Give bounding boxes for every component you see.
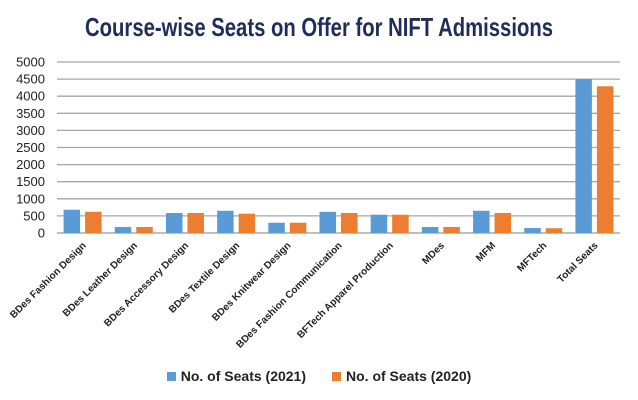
x-tick-label: BDes Fashion Communication: [234, 240, 344, 350]
legend-item-2020: No. of Seats (2020): [332, 368, 471, 384]
bar-2021: [421, 227, 439, 233]
x-tick-label: MDes: [420, 240, 447, 267]
bar-2020: [545, 228, 563, 233]
bar-2021: [268, 222, 285, 233]
chart-title: Course-wise Seats on Offer for NIFT Admi…: [84, 12, 554, 42]
legend-swatch-2021: [166, 371, 176, 381]
bar-2021: [575, 79, 592, 233]
x-tick-label: Total Seats: [556, 240, 601, 285]
x-tick-label: MFTech: [515, 240, 549, 274]
y-tick-label: 4000: [16, 89, 45, 104]
legend-label-2020: No. of Seats (2020): [346, 368, 472, 384]
bar-2021: [319, 211, 336, 233]
bar-2021: [524, 228, 541, 233]
legend-item-2021: No. of Seats (2021): [166, 368, 306, 384]
bar-2020: [238, 213, 256, 233]
y-tick-label: 3500: [16, 106, 45, 121]
bar-2021: [114, 227, 132, 233]
y-tick-label: 500: [23, 208, 45, 223]
y-tick-label: 2500: [16, 140, 45, 155]
x-tick-label: BFTech Apparel Production: [295, 240, 395, 340]
y-tick-label: 4500: [16, 72, 45, 87]
bar-2021: [165, 212, 183, 233]
x-tick-label: MFM: [474, 240, 498, 264]
y-tick-label: 2000: [16, 157, 45, 172]
bar-2021: [63, 209, 81, 233]
y-tick-label: 1000: [16, 191, 45, 206]
bar-2020: [494, 212, 512, 233]
bar-2020: [392, 214, 409, 233]
bar-2020: [289, 222, 307, 233]
bar-2020: [85, 211, 102, 233]
legend-swatch-2020: [332, 371, 341, 381]
bar-2020: [341, 212, 358, 233]
y-tick-label: 5000: [16, 55, 45, 70]
bar-2021: [473, 210, 490, 233]
x-tick-label: BDes Accessory Design: [102, 240, 191, 329]
bar-2020: [596, 86, 614, 233]
y-tick-label: 3000: [16, 123, 45, 138]
y-tick-label: 0: [38, 226, 45, 241]
y-tick-label: 1500: [16, 174, 45, 189]
legend: No. of Seats (2021) No. of Seats (2020): [0, 368, 638, 384]
bar-2020: [443, 227, 460, 233]
bar-2020: [187, 212, 204, 233]
bar-2021: [370, 214, 388, 233]
bar-2021: [217, 210, 234, 233]
legend-label-2021: No. of Seats (2021): [180, 368, 306, 384]
bar-2020: [136, 227, 153, 233]
